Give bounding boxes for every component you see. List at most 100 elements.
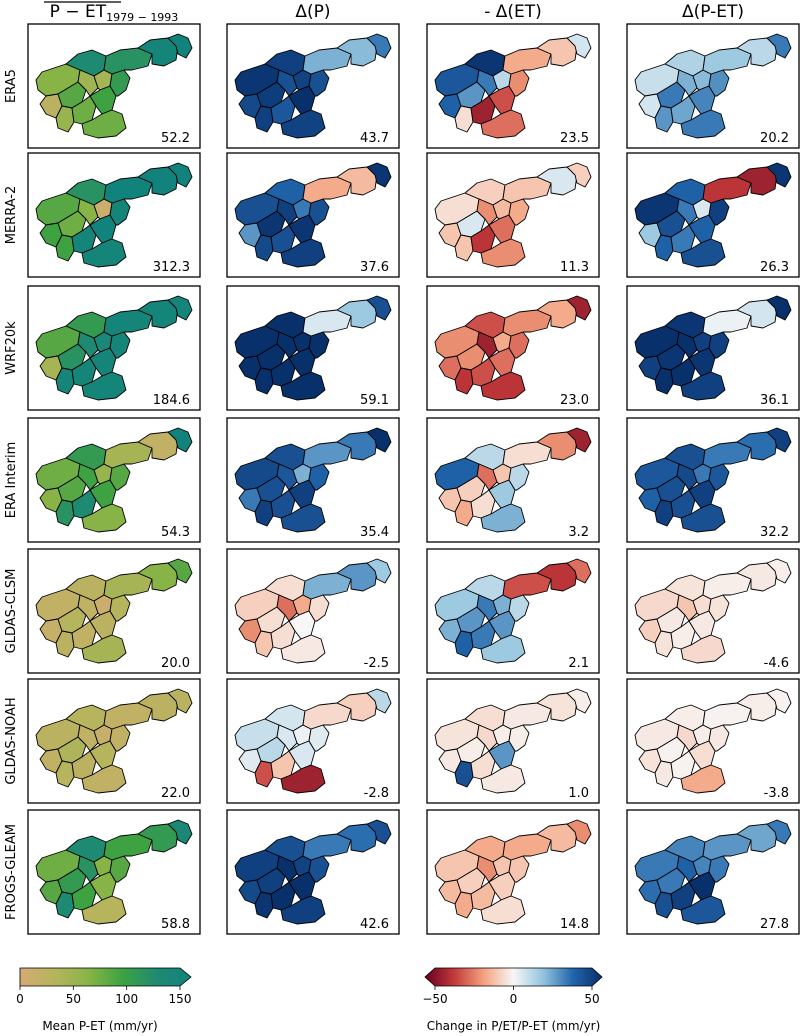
map-panels: 52.2 43.7 23.5 20.2 312.3 37.6 11.3 26.3 184.6 59…	[27, 23, 800, 935]
subbasin-14	[766, 33, 792, 59]
column-title-main: Δ(P)	[295, 2, 330, 22]
subbasin-10	[480, 764, 526, 794]
subbasin-12	[502, 572, 552, 600]
subbasin-8	[670, 357, 696, 387]
subbasin-8	[470, 620, 496, 650]
subbasin-8	[270, 224, 296, 254]
subbasin-14	[167, 295, 193, 321]
map-panel-r7-c3: 14.8	[426, 809, 600, 935]
subbasin-11	[308, 198, 330, 226]
panel-mean-value: 26.3	[760, 260, 789, 275]
subbasin-13	[536, 562, 578, 592]
subbasin-9	[688, 610, 716, 640]
map-panel-r1-c1: 52.2	[27, 23, 201, 149]
subbasin-8	[470, 224, 496, 254]
subbasin-8	[71, 750, 97, 780]
panel-frame	[226, 23, 400, 149]
subbasin-12	[502, 702, 552, 730]
subbasin-10	[280, 503, 326, 533]
subbasin-13	[536, 692, 578, 722]
column-title-2: Δ(P)	[295, 2, 330, 22]
subbasin-13	[336, 823, 378, 853]
subbasin-8	[270, 881, 296, 911]
map-panel-r7-c4: 27.8	[626, 809, 800, 935]
subbasin-9	[288, 740, 316, 770]
panel-mean-value: 14.8	[560, 917, 589, 932]
subbasin-10	[680, 503, 726, 533]
subbasin-14	[366, 819, 392, 845]
subbasin-12	[302, 833, 352, 861]
panel-mean-value: 20.0	[161, 656, 190, 671]
subbasin-13	[736, 692, 778, 722]
map-panel-r4-c2: 35.4	[226, 417, 400, 543]
subbasin-11	[109, 594, 131, 622]
subbasin-13	[137, 562, 179, 592]
subbasin-14	[766, 162, 792, 188]
subbasin-10	[680, 238, 726, 268]
subbasin-9	[89, 214, 117, 244]
subbasin-13	[536, 37, 578, 67]
panel-frame	[226, 809, 400, 935]
subbasin-14	[366, 427, 392, 453]
subbasin-12	[302, 309, 352, 337]
subbasin-12	[103, 309, 153, 337]
panel-mean-value: 36.1	[760, 393, 789, 408]
subbasin-14	[167, 688, 193, 714]
colorbar-bar	[19, 967, 192, 987]
subbasin-9	[288, 871, 316, 901]
subbasin-10	[480, 503, 526, 533]
map-panel-r6-c2: -2.8	[226, 678, 400, 804]
subbasin-8	[270, 750, 296, 780]
subbasin-9	[89, 347, 117, 377]
subbasin-12	[103, 441, 153, 469]
subbasin-11	[308, 331, 330, 359]
subbasin-12	[502, 176, 552, 204]
subbasin-9	[288, 85, 316, 115]
subbasin-11	[708, 855, 730, 883]
subbasin-10	[280, 109, 326, 139]
row-labels: ERA5 MERRA-2 WRF20k ERA Interim GLDAS-CLSM GL…	[4, 69, 19, 920]
map-panel-r7-c2: 42.6	[226, 809, 400, 935]
map-panel-r1-c3: 23.5	[426, 23, 600, 149]
subbasin-9	[288, 347, 316, 377]
panel-mean-value: 312.3	[153, 260, 190, 275]
colorbar-tick-label: 0	[510, 992, 518, 1006]
subbasin-14	[766, 819, 792, 845]
panel-frame	[27, 809, 201, 935]
subbasin-14	[366, 33, 392, 59]
column-title-main: Δ(P-ET)	[682, 2, 744, 22]
panel-mean-value: 59.1	[360, 393, 389, 408]
subbasin-12	[502, 441, 552, 469]
subbasin-8	[470, 881, 496, 911]
panel-mean-value: 11.3	[560, 260, 589, 275]
subbasin-14	[167, 33, 193, 59]
subbasin-11	[708, 594, 730, 622]
column-title-main: - Δ(ET)	[484, 2, 542, 22]
row-label-7: FROGS-GLEAM	[4, 824, 19, 920]
subbasin-9	[488, 740, 516, 770]
subbasin-14	[366, 162, 392, 188]
subbasin-10	[81, 503, 127, 533]
subbasin-13	[736, 299, 778, 329]
subbasin-11	[109, 724, 131, 752]
column-title-main: P − ET	[50, 2, 107, 22]
subbasin-13	[137, 37, 179, 67]
panel-mean-value: 58.8	[161, 917, 190, 932]
subbasin-8	[670, 489, 696, 519]
panel-mean-value: 37.6	[360, 260, 389, 275]
subbasin-12	[502, 309, 552, 337]
subbasin-14	[566, 688, 592, 714]
panel-frame	[226, 285, 400, 411]
subbasin-10	[280, 895, 326, 925]
panel-frame	[426, 152, 600, 278]
panel-mean-value: 20.2	[760, 131, 789, 146]
panel-mean-value: -2.5	[364, 656, 389, 671]
subbasin-10	[280, 238, 326, 268]
subbasin-9	[488, 347, 516, 377]
subbasin-9	[688, 479, 716, 509]
map-panel-r7-c1: 58.8	[27, 809, 201, 935]
subbasin-12	[103, 176, 153, 204]
subbasin-12	[702, 309, 752, 337]
subbasin-11	[308, 463, 330, 491]
subbasin-12	[103, 833, 153, 861]
